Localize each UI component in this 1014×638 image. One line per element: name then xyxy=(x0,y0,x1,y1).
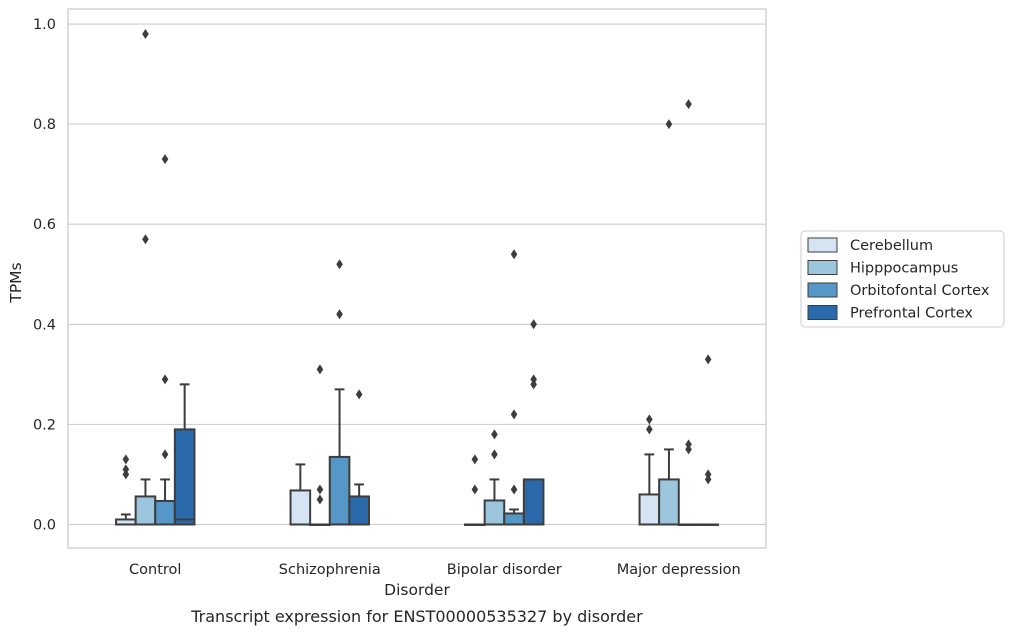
box-body xyxy=(173,428,196,526)
legend-frame xyxy=(800,230,1005,328)
legend-swatch xyxy=(807,260,838,275)
outlier-point xyxy=(316,494,324,505)
box xyxy=(348,389,370,526)
outlier-point xyxy=(685,99,692,110)
x-tick-label: Control xyxy=(129,562,181,578)
outlier-point xyxy=(471,454,479,465)
y-tick-label: 0.2 xyxy=(33,417,56,433)
outlier-point xyxy=(122,469,130,480)
legend-label: Hipppocampus xyxy=(850,261,958,277)
y-tick-label: 0.8 xyxy=(33,117,56,133)
outlier-point xyxy=(142,29,149,40)
outlier-point xyxy=(510,484,518,495)
y-tick-label: 0.0 xyxy=(33,517,56,533)
outlier-point xyxy=(336,259,343,270)
y-tick-label: 1.0 xyxy=(33,17,56,33)
outlier-point xyxy=(665,119,673,130)
outlier-point xyxy=(646,414,653,425)
x-tick-labels: Control Schizophrenia Bipolar disorder Majo… xyxy=(129,562,741,578)
x-tick-label: Schizophrenia xyxy=(279,562,381,578)
outlier-point xyxy=(316,364,324,375)
x-axis-label: Disorder xyxy=(384,581,450,599)
outlier-point xyxy=(510,249,518,260)
chart-caption: Transcript expression for ENST0000053532… xyxy=(190,607,643,626)
outlier-point xyxy=(704,474,712,485)
box-body xyxy=(522,478,545,526)
outlier-point xyxy=(510,409,518,420)
legend-swatch xyxy=(807,305,838,320)
outlier-point xyxy=(491,429,498,440)
outlier-point xyxy=(530,379,537,390)
outlier-point xyxy=(161,449,169,460)
box-body xyxy=(483,499,506,526)
y-tick-labels: 0.0 0.2 0.4 0.6 0.8 1.0 xyxy=(33,17,56,533)
box-body xyxy=(134,495,157,526)
box-body xyxy=(638,493,661,526)
legend: Cerebellum Hipppocampus Orbitofontal Corte… xyxy=(800,230,1005,328)
box xyxy=(658,119,680,526)
plot-frame xyxy=(67,8,767,549)
outlier-point xyxy=(685,439,692,450)
outlier-point xyxy=(685,444,692,455)
box xyxy=(134,29,157,526)
box xyxy=(503,249,525,526)
outlier-point xyxy=(142,234,149,245)
legend-swatch xyxy=(807,237,838,253)
box xyxy=(328,259,351,526)
outlier-point xyxy=(161,154,169,165)
outlier-point xyxy=(471,484,479,495)
box-body xyxy=(503,512,525,526)
legend-label: Cerebellum xyxy=(850,238,933,254)
y-tick-label: 0.4 xyxy=(33,317,56,333)
legend-swatch xyxy=(807,282,838,298)
outlier-point xyxy=(704,354,712,365)
box-body xyxy=(348,495,370,526)
outlier-point xyxy=(530,319,537,330)
box-body xyxy=(328,455,351,526)
box xyxy=(522,319,545,526)
box xyxy=(289,463,312,526)
y-axis-label: TPMs xyxy=(7,262,25,303)
box-body xyxy=(658,478,680,526)
outlier-point xyxy=(316,484,324,495)
box xyxy=(483,429,506,526)
box-body xyxy=(289,489,312,526)
box xyxy=(677,99,700,526)
box-body xyxy=(154,499,176,526)
box xyxy=(173,383,196,526)
outlier-point xyxy=(704,469,712,480)
box xyxy=(309,364,331,526)
legend-label: Orbitofontal Cortex xyxy=(850,283,990,299)
box xyxy=(638,414,661,526)
legend-label: Prefrontal Cortex xyxy=(850,306,973,322)
outlier-point xyxy=(122,454,130,465)
x-tick-label: Major depression xyxy=(617,562,741,578)
outlier-point xyxy=(355,389,363,400)
box xyxy=(154,154,176,526)
box xyxy=(464,454,486,526)
outlier-point xyxy=(646,424,653,435)
box xyxy=(697,354,719,526)
boxes-layer xyxy=(115,29,719,526)
x-tick-label: Bipolar disorder xyxy=(447,562,562,578)
outlier-point xyxy=(336,309,343,320)
box xyxy=(115,454,137,526)
outlier-point xyxy=(122,464,130,475)
gridlines xyxy=(68,23,766,526)
outlier-point xyxy=(161,374,169,385)
y-tick-label: 0.6 xyxy=(33,217,56,233)
outlier-point xyxy=(530,374,537,385)
outlier-point xyxy=(491,449,498,460)
